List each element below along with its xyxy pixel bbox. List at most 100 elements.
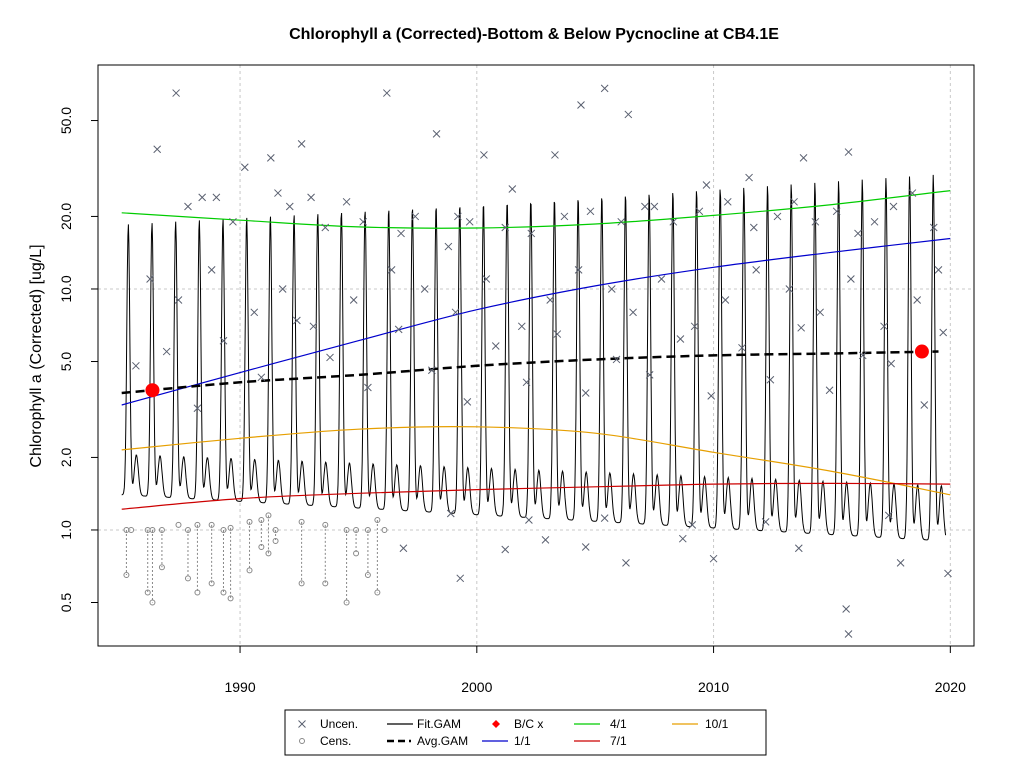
uncensored-point [799, 154, 808, 162]
censored-point-top [158, 526, 165, 533]
uncensored-point [896, 559, 905, 567]
uncensored-point [480, 151, 488, 159]
uncensored-point [586, 207, 595, 216]
legend-label: 1/1 [514, 734, 531, 748]
uncensored-point [761, 518, 770, 526]
uncensored-point [657, 275, 666, 283]
y-tick-label: 20.0 [58, 203, 74, 230]
legend-item: Uncen. [298, 717, 358, 731]
y-tick-label: 0.5 [58, 593, 74, 613]
legend-item: 1/1 [482, 734, 531, 748]
uncensored-point [669, 217, 678, 226]
uncensored-point [825, 386, 834, 395]
uncensored-point [645, 371, 654, 379]
censored-point-bottom [353, 550, 360, 557]
censored-point-bottom [194, 589, 201, 596]
censored-point-top [246, 518, 253, 525]
uncensored-point [240, 163, 249, 172]
uncensored-point [257, 373, 266, 382]
x-tick-label: 1990 [224, 679, 255, 695]
uncensored-point [465, 217, 474, 226]
legend-item: Fit.GAM [387, 717, 461, 731]
uncensored-point [695, 207, 704, 216]
uncensored-point [146, 275, 154, 283]
uncensored-point [427, 366, 436, 375]
uncensored-point [702, 181, 711, 189]
uncensored-point [553, 330, 562, 338]
uncensored-point [858, 351, 867, 360]
uncensored-point [908, 189, 917, 197]
uncensored-point [929, 223, 938, 232]
uncensored-point [491, 342, 500, 350]
uncensored-point [551, 151, 559, 159]
legend-label: 4/1 [610, 717, 627, 731]
y-tick-label: 10.0 [58, 275, 74, 302]
uncensored-point [525, 516, 533, 524]
censored-point-bottom [227, 595, 234, 602]
uncensored-point [842, 605, 851, 613]
censored-point-top [374, 516, 381, 523]
grid [98, 65, 974, 646]
legend-label: Fit.GAM [417, 717, 461, 731]
uncensored-point [847, 275, 855, 283]
censored-point-top [364, 526, 371, 533]
uncensored-point [944, 569, 952, 578]
uncensored-point [920, 401, 929, 409]
uncensored-point [870, 217, 879, 226]
uncensored-point [574, 266, 583, 274]
censored-point-bottom [265, 550, 272, 557]
censored-point-top [298, 518, 305, 525]
uncensored-point [229, 217, 237, 226]
y-axis: 0.5 1.0 2.0 5.0 10.0 20.0 50.0 [58, 107, 98, 613]
censored-point-top [272, 526, 279, 533]
uncensored-point [721, 296, 730, 304]
censored-point-bottom [208, 580, 215, 587]
uncensored-point [309, 322, 318, 331]
uncensored-point [482, 275, 491, 283]
legend-label: B/C x [514, 717, 543, 731]
plot-frame [97, 64, 975, 647]
uncensored-point [432, 130, 441, 138]
uncensored-point [399, 544, 408, 553]
uncensored-point [411, 212, 420, 221]
series-fit-gam [121, 174, 947, 541]
uncensored-point [723, 197, 732, 206]
uncensored-point [773, 212, 782, 221]
censored-point-bottom [258, 543, 265, 550]
censored-point-bottom [144, 589, 151, 596]
legend-label: 7/1 [610, 734, 627, 748]
series-1-1 [121, 237, 951, 406]
censored-point-top [322, 521, 329, 528]
censored-point-top [208, 521, 215, 528]
censored-point-bottom [374, 589, 381, 596]
uncensored-point [811, 217, 820, 226]
uncensored-point [285, 202, 294, 211]
censored-point-top [381, 526, 388, 533]
uncensored-point [501, 223, 510, 232]
uncensored-point [527, 229, 536, 238]
censored-point-bottom [246, 567, 253, 574]
censored-point-bottom [123, 572, 130, 579]
uncensored-point [456, 574, 465, 583]
uncensored-point [326, 353, 334, 362]
series-10-1 [121, 425, 951, 496]
uncensored-point [193, 404, 202, 413]
uncensored-point [889, 202, 898, 211]
uncensored-point [359, 217, 368, 226]
censored-point-top [184, 526, 191, 533]
uncensored-point [577, 101, 585, 109]
uncensored-point [307, 193, 315, 202]
uncensored-point [382, 89, 391, 97]
legend-label: 10/1 [705, 717, 729, 731]
uncensored-point [752, 266, 761, 274]
censored-point-top [227, 524, 234, 531]
censored-point-top [343, 526, 350, 533]
legend-symbol [298, 720, 306, 728]
uncensored-point [854, 229, 862, 238]
censored-point-top [220, 526, 227, 533]
uncensored-point [688, 521, 697, 529]
points-layer [123, 84, 952, 638]
censored-point-top [194, 521, 201, 528]
uncensored-point [162, 347, 171, 356]
series-7-1 [121, 482, 951, 510]
